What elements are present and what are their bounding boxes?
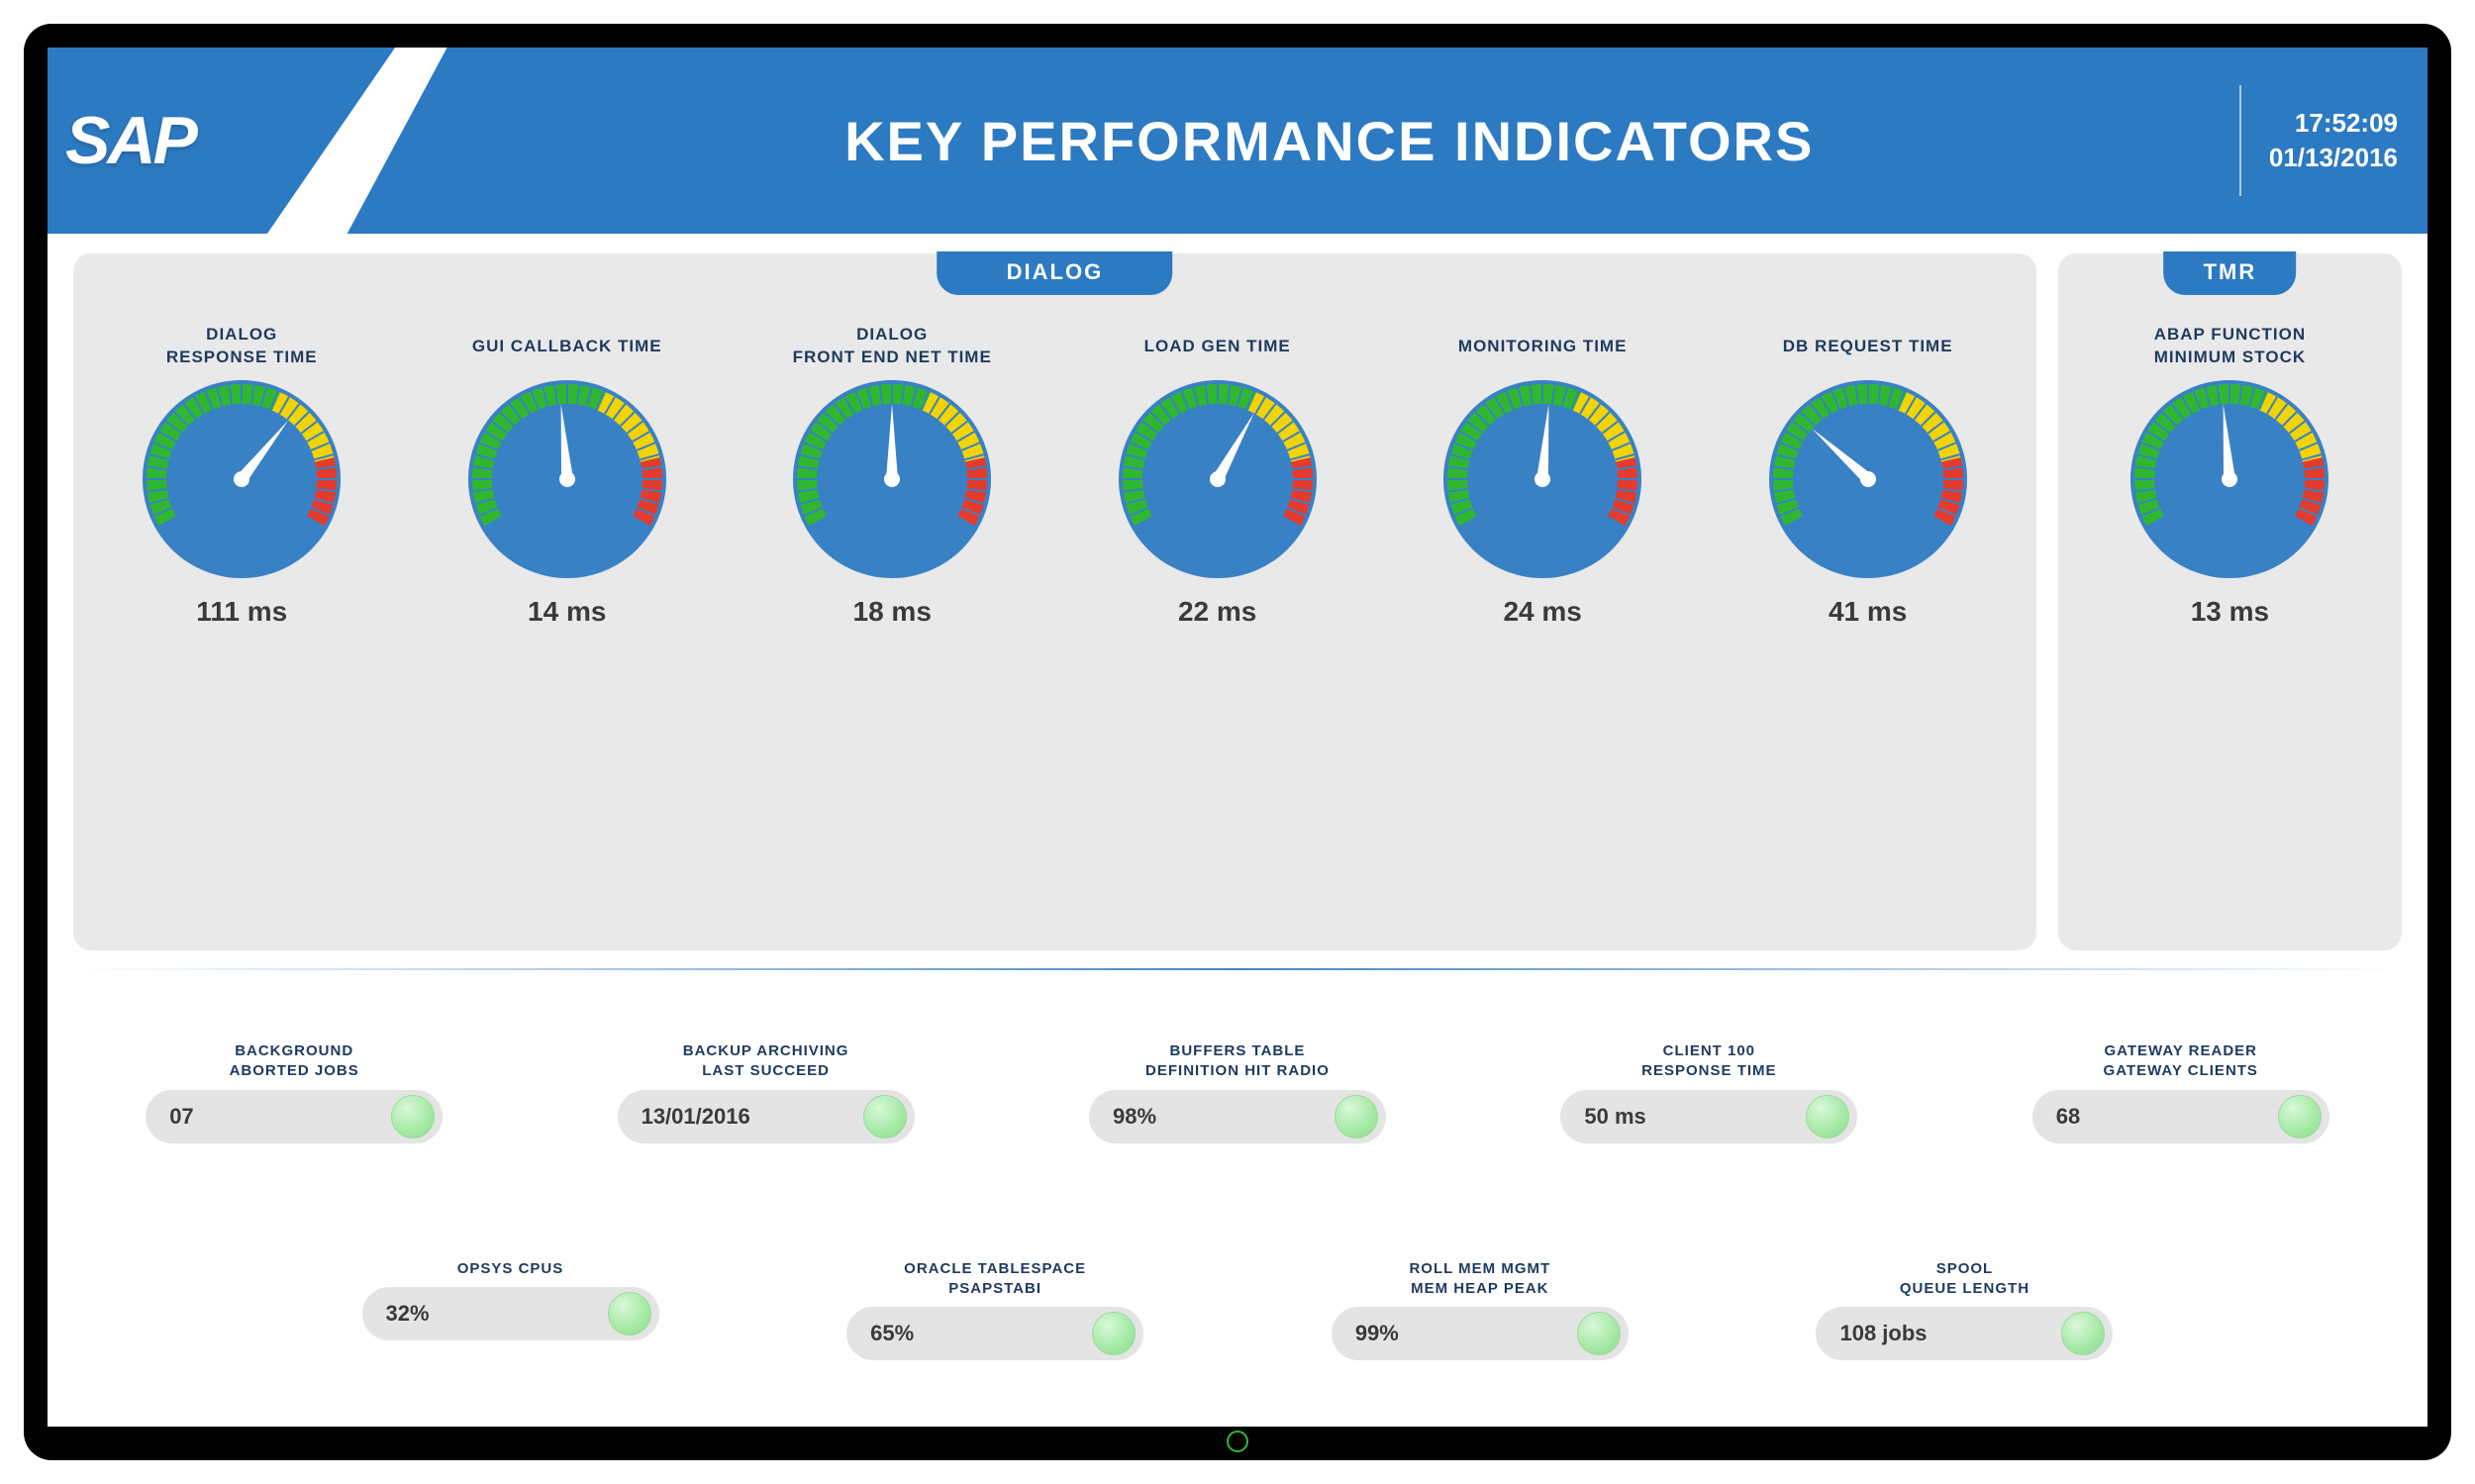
- status-value: 98%: [1113, 1104, 1156, 1130]
- gauge-dial: [408, 380, 725, 578]
- status-indicator-icon: [1806, 1095, 1849, 1138]
- gauge-title: DIALOG RESPONSE TIME: [166, 323, 318, 370]
- status-indicator-icon: [863, 1095, 907, 1138]
- status-title: SPOOL QUEUE LENGTH: [1900, 1259, 2030, 1300]
- status-title: OPSYS CPUS: [457, 1259, 564, 1279]
- status-value: 32%: [386, 1301, 430, 1327]
- device-frame: SAP KEY PERFORMANCE INDICATORS 17:52:09 …: [24, 24, 2451, 1460]
- gauge-cell: DB REQUEST TIME 41 ms: [1709, 323, 2026, 929]
- gauge-dial: [1709, 380, 2026, 578]
- gauges-tmr: ABAP FUNCTION MINIMUM STOCK 13 ms: [2068, 323, 2392, 929]
- status-value: 50 ms: [1584, 1104, 1645, 1130]
- gauge-title: ABAP FUNCTION MINIMUM STOCK: [2154, 323, 2306, 370]
- screen: SAP KEY PERFORMANCE INDICATORS 17:52:09 …: [48, 48, 2427, 1427]
- header-bar: SAP KEY PERFORMANCE INDICATORS 17:52:09 …: [48, 48, 2427, 234]
- status-title: BACKUP ARCHIVING LAST SUCCEED: [683, 1041, 849, 1082]
- gauge-value: 41 ms: [1829, 596, 1907, 628]
- status-cell: ORACLE TABLESPACE PSAPSTABI 65%: [846, 1259, 1143, 1361]
- status-pill: 13/01/2016: [618, 1090, 915, 1143]
- dashboard-body: DIALOG DIALOG RESPONSE TIME 111 msGUI CA…: [48, 234, 2427, 1427]
- gauges-dialog: DIALOG RESPONSE TIME 111 msGUI CALLBACK …: [83, 323, 2027, 929]
- status-value: 07: [169, 1104, 193, 1130]
- status-title: BUFFERS TABLE DEFINITION HIT RADIO: [1145, 1041, 1330, 1082]
- gauge-dial: [1384, 380, 1701, 578]
- status-title: CLIENT 100 RESPONSE TIME: [1641, 1041, 1776, 1082]
- gauge-cell: MONITORING TIME 24 ms: [1384, 323, 1701, 929]
- status-pill: 99%: [1332, 1307, 1629, 1360]
- gauge-title: LOAD GEN TIME: [1144, 323, 1291, 370]
- gauge-title: DIALOG FRONT END NET TIME: [793, 323, 992, 370]
- gauge-dial: [83, 380, 400, 578]
- panel-dialog: DIALOG DIALOG RESPONSE TIME 111 msGUI CA…: [73, 253, 2036, 950]
- gauge-dial: [1058, 380, 1375, 578]
- gauge-value: 24 ms: [1503, 596, 1581, 628]
- status-pill: 07: [146, 1090, 443, 1143]
- status-cell: BACKGROUND ABORTED JOBS 07: [146, 1041, 443, 1143]
- gauge-value: 13 ms: [2191, 596, 2269, 628]
- status-indicator-icon: [1577, 1312, 1621, 1355]
- status-pill: 98%: [1089, 1090, 1386, 1143]
- gauge-dial: [734, 380, 1050, 578]
- status-pill: 32%: [362, 1287, 659, 1340]
- status-pill: 65%: [846, 1307, 1143, 1360]
- gauge-title: GUI CALLBACK TIME: [472, 323, 662, 370]
- status-value: 99%: [1355, 1321, 1399, 1346]
- status-indicator-icon: [608, 1292, 651, 1336]
- status-indicator-icon: [391, 1095, 435, 1138]
- gauge-cell: GUI CALLBACK TIME 14 ms: [408, 323, 725, 929]
- status-cell: GATEWAY READER GATEWAY CLIENTS 68: [2032, 1041, 2329, 1143]
- gauge-title: MONITORING TIME: [1458, 323, 1628, 370]
- status-pill: 108 jobs: [1816, 1307, 2113, 1360]
- gauge-dial: [2068, 380, 2392, 578]
- gauge-value: 14 ms: [528, 596, 606, 628]
- status-title: GATEWAY READER GATEWAY CLIENTS: [2104, 1041, 2258, 1082]
- status-cell: SPOOL QUEUE LENGTH 108 jobs: [1816, 1259, 2113, 1361]
- gauge-cell: ABAP FUNCTION MINIMUM STOCK 13 ms: [2068, 323, 2392, 929]
- status-cell: BUFFERS TABLE DEFINITION HIT RADIO 98%: [1089, 1041, 1386, 1143]
- header-datetime: 17:52:09 01/13/2016: [2269, 106, 2398, 175]
- gauge-title: DB REQUEST TIME: [1783, 323, 1953, 370]
- status-value: 68: [2056, 1104, 2080, 1130]
- panel-tab-tmr: TMR: [2164, 251, 2297, 295]
- status-cell: CLIENT 100 RESPONSE TIME 50 ms: [1560, 1041, 1857, 1143]
- status-indicator-icon: [2061, 1312, 2105, 1355]
- status-value: 108 jobs: [1839, 1321, 1927, 1346]
- status-title: ORACLE TABLESPACE PSAPSTABI: [904, 1259, 1086, 1300]
- gauge-cell: LOAD GEN TIME 22 ms: [1058, 323, 1375, 929]
- panel-tab-dialog: DIALOG: [938, 251, 1173, 295]
- gauge-value: 22 ms: [1178, 596, 1256, 628]
- gauge-panels-row: DIALOG DIALOG RESPONSE TIME 111 msGUI CA…: [73, 253, 2402, 950]
- section-divider: [73, 968, 2402, 970]
- status-indicator-icon: [2278, 1095, 2322, 1138]
- logo-slab: SAP: [48, 48, 447, 234]
- status-cell: OPSYS CPUS 32%: [362, 1259, 659, 1361]
- page-title: KEY PERFORMANCE INDICATORS: [447, 109, 2212, 173]
- header-divider: [2239, 85, 2241, 197]
- panel-tmr: TMR ABAP FUNCTION MINIMUM STOCK 13 ms: [2058, 253, 2402, 950]
- status-cell: ROLL MEM MGMT MEM HEAP PEAK 99%: [1332, 1259, 1629, 1361]
- gauge-value: 18 ms: [853, 596, 932, 628]
- status-pill: 68: [2032, 1090, 2329, 1143]
- status-title: BACKGROUND ABORTED JOBS: [230, 1041, 359, 1082]
- header-date: 01/13/2016: [2269, 141, 2398, 175]
- gauge-cell: DIALOG RESPONSE TIME 111 ms: [83, 323, 400, 929]
- status-value: 65%: [870, 1321, 914, 1346]
- status-cell: BACKUP ARCHIVING LAST SUCCEED 13/01/2016: [618, 1041, 915, 1143]
- gauge-value: 111 ms: [196, 596, 287, 628]
- status-row-1: BACKGROUND ABORTED JOBS 07 BACKUP ARCHIVIN…: [73, 1041, 2402, 1143]
- status-row-2: OPSYS CPUS 32% ORACLE TABLESPACE PSAPSTABI…: [73, 1259, 2402, 1361]
- status-pill: 50 ms: [1560, 1090, 1857, 1143]
- header-time: 17:52:09: [2269, 106, 2398, 141]
- logo-block: SAP: [48, 48, 447, 234]
- status-area: BACKGROUND ABORTED JOBS 07 BACKUP ARCHIVIN…: [73, 988, 2402, 1415]
- status-value: 13/01/2016: [642, 1104, 750, 1130]
- logo-text: SAP: [65, 102, 195, 179]
- status-title: ROLL MEM MGMT MEM HEAP PEAK: [1409, 1259, 1550, 1300]
- status-indicator-icon: [1092, 1312, 1136, 1355]
- status-indicator-icon: [1335, 1095, 1378, 1138]
- gauge-cell: DIALOG FRONT END NET TIME 18 ms: [734, 323, 1050, 929]
